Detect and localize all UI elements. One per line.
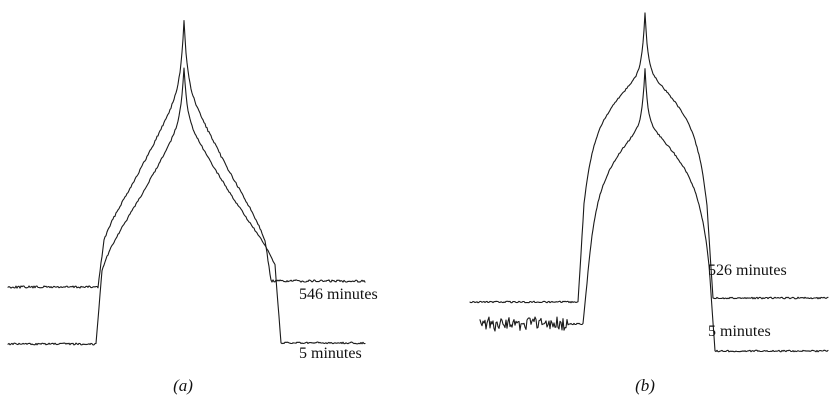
label-b-526-minutes: 526 minutes	[708, 262, 787, 279]
panel-a: 546 minutes 5 minutes (a)	[7, 20, 378, 395]
panel-b: 526 minutes 5 minutes (b)	[469, 12, 829, 395]
panel-label-b: (b)	[635, 376, 655, 395]
trace-a-5-minutes	[7, 67, 366, 346]
trace-b-5-minutes	[479, 68, 829, 353]
trace-b-526-minutes	[469, 12, 829, 304]
panel-label-a: (a)	[173, 376, 193, 395]
label-a-546-minutes: 546 minutes	[299, 286, 378, 303]
label-a-5-minutes: 5 minutes	[299, 345, 362, 362]
trace-a-546-minutes	[7, 20, 366, 289]
label-b-5-minutes: 5 minutes	[708, 323, 771, 340]
